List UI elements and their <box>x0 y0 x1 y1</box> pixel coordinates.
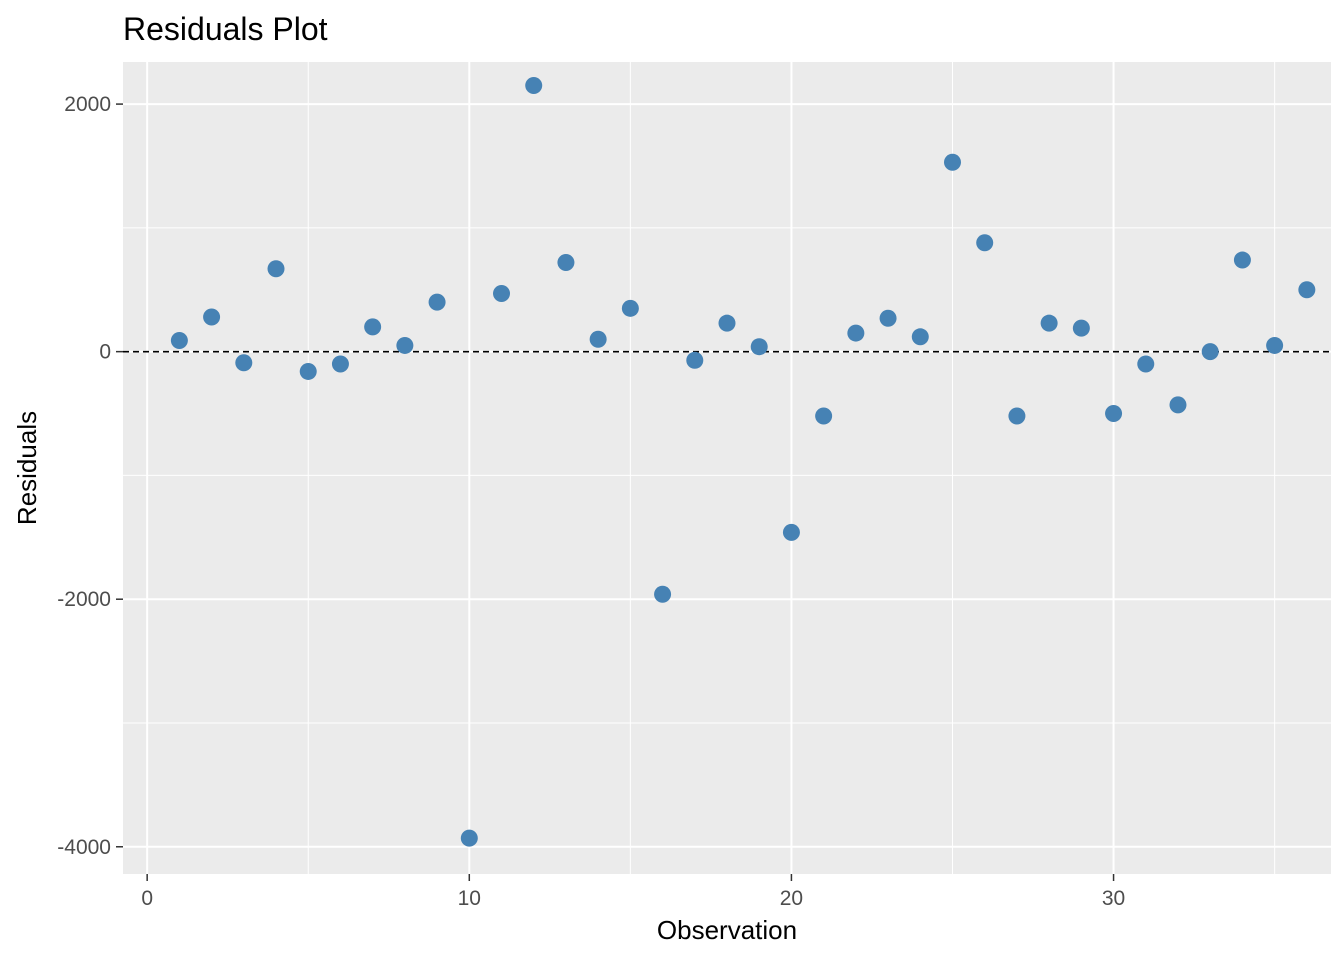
data-point <box>299 362 317 380</box>
data-point <box>976 234 994 252</box>
data-point <box>331 355 349 373</box>
x-tick-label: 10 <box>458 887 481 910</box>
data-point <box>750 338 768 356</box>
data-point <box>879 309 897 327</box>
data-point <box>621 299 639 317</box>
y-axis-title: Residuals <box>12 411 42 525</box>
data-points <box>170 77 1316 847</box>
data-point <box>396 336 414 354</box>
data-point <box>1008 407 1026 425</box>
data-point <box>1040 314 1058 332</box>
data-point <box>1233 251 1251 269</box>
x-tick-label: 30 <box>1102 887 1125 910</box>
data-point <box>557 254 575 272</box>
y-tick-label: -4000 <box>57 836 111 859</box>
plot-panel <box>123 62 1331 874</box>
data-point <box>460 829 478 847</box>
x-tick-label: 0 <box>141 887 153 910</box>
data-point <box>911 328 929 346</box>
y-tick-label: 2000 <box>64 93 111 116</box>
x-axis-title: Observation <box>657 915 797 945</box>
data-point <box>1266 336 1284 354</box>
data-point <box>428 293 446 311</box>
data-point <box>1137 355 1155 373</box>
data-point <box>782 523 800 541</box>
data-point <box>493 284 511 302</box>
data-point <box>525 77 543 95</box>
data-point <box>235 354 253 372</box>
y-tick-label: -2000 <box>57 588 111 611</box>
data-point <box>364 318 382 336</box>
data-point <box>815 407 833 425</box>
data-point <box>170 332 188 350</box>
chart-title: Residuals Plot <box>123 11 328 47</box>
x-axis-ticks: 0 10 20 30 <box>141 874 1125 910</box>
data-point <box>1298 281 1316 299</box>
data-point <box>718 314 736 332</box>
data-point <box>686 351 704 369</box>
data-point <box>943 153 961 171</box>
data-point <box>589 330 607 348</box>
data-point <box>1169 396 1187 414</box>
data-point <box>1201 343 1219 361</box>
data-point <box>847 324 865 342</box>
y-tick-label: 0 <box>99 341 111 364</box>
data-point <box>1072 319 1090 337</box>
data-point <box>267 260 285 278</box>
data-point <box>203 308 221 326</box>
data-point <box>654 585 672 603</box>
data-point <box>1105 405 1123 423</box>
minor-grid <box>123 62 1331 874</box>
x-tick-label: 20 <box>780 887 803 910</box>
y-axis-ticks: -4000 -2000 0 2000 <box>57 93 123 859</box>
